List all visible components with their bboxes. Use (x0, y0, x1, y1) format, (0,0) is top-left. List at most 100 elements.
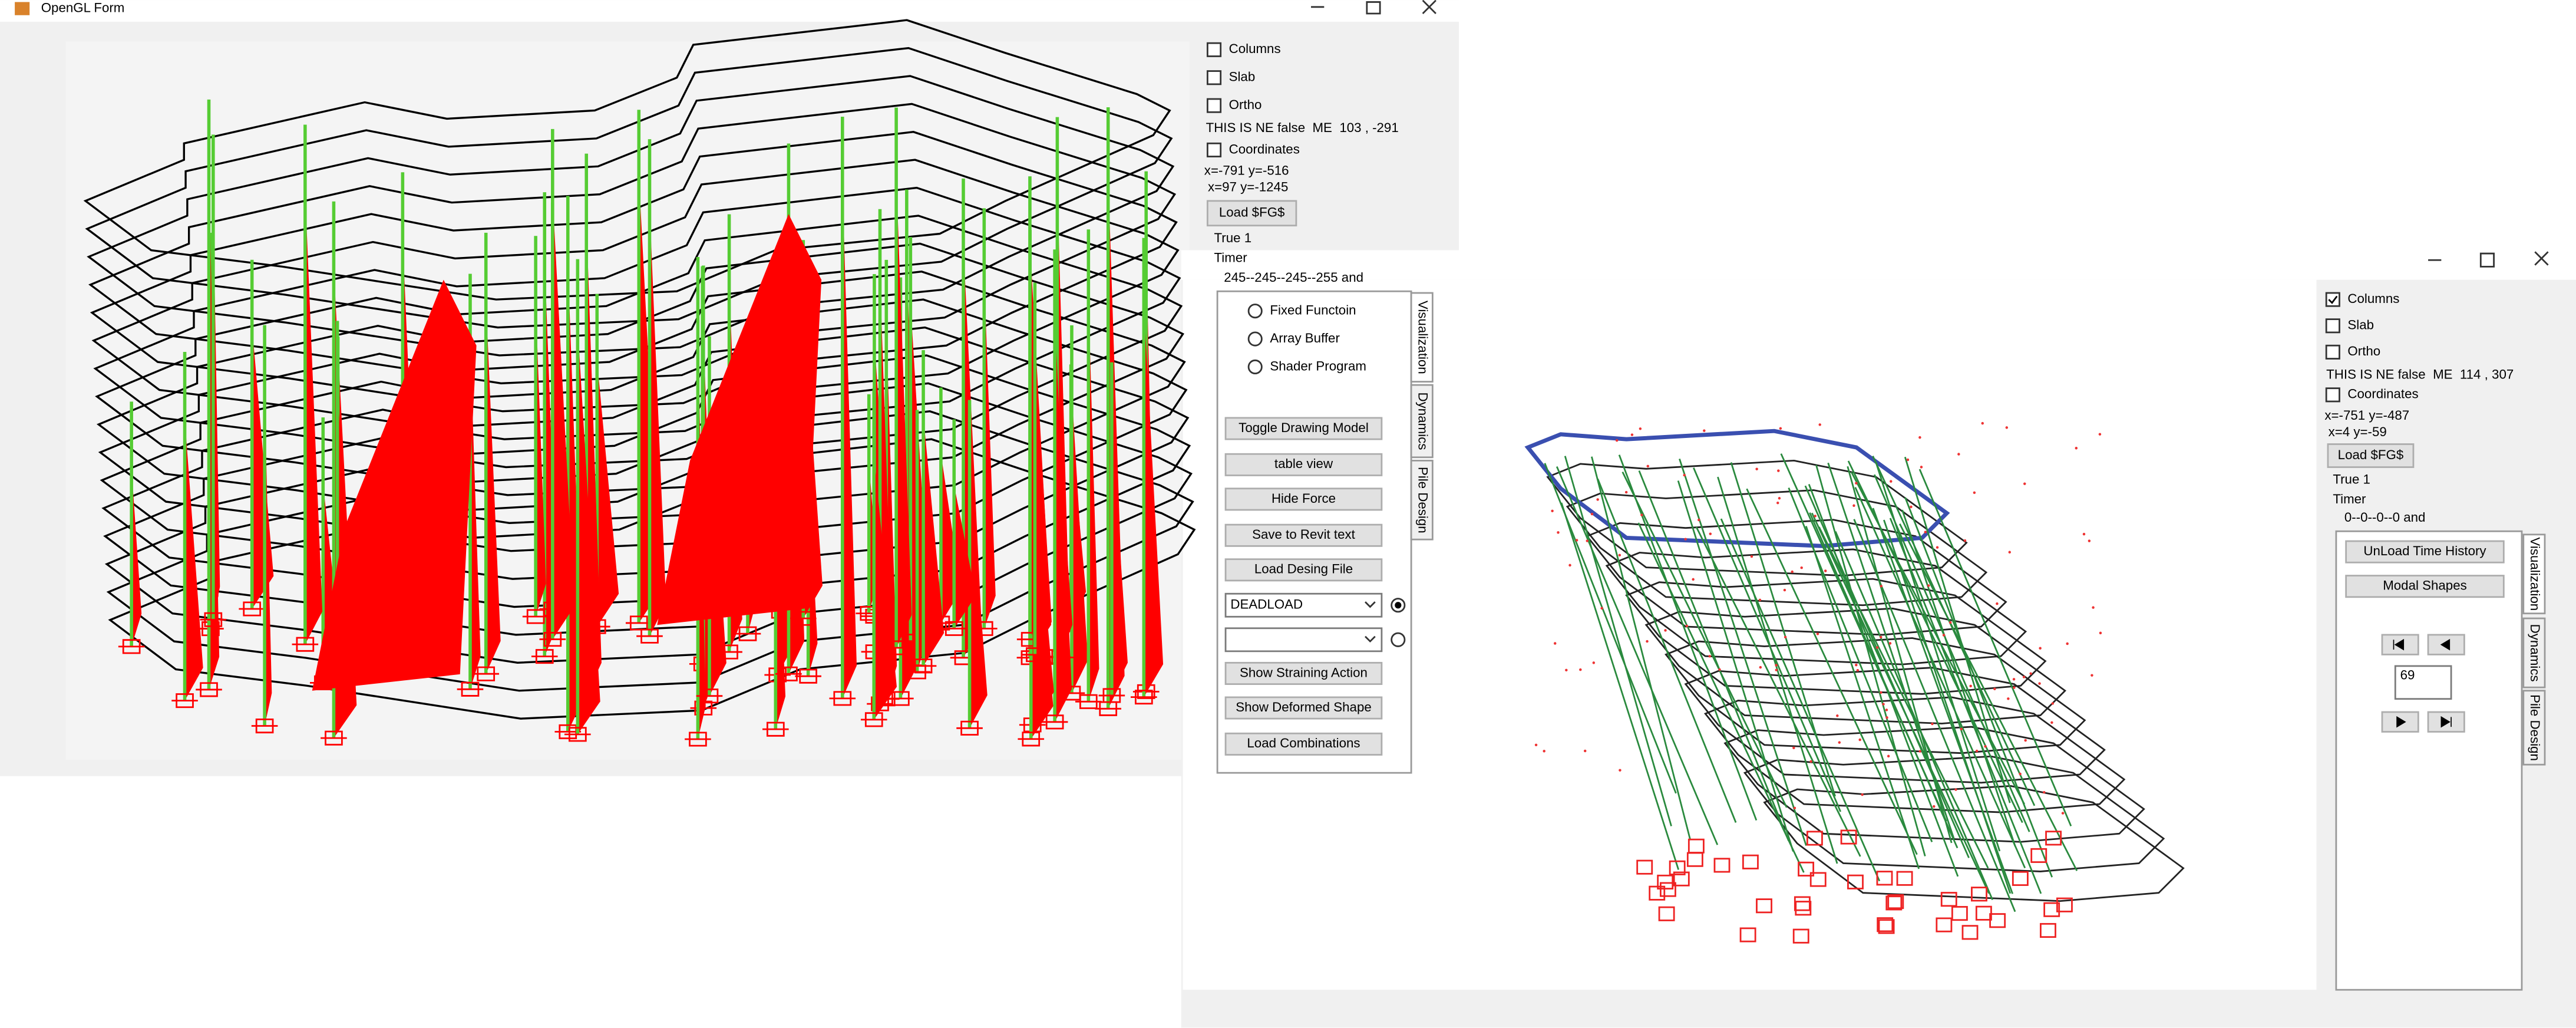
checkbox[interactable] (2325, 387, 2340, 403)
button[interactable] (1224, 453, 1383, 476)
checkbox[interactable] (2325, 344, 2340, 360)
tab[interactable] (2522, 617, 2546, 688)
column (1560, 502, 1680, 870)
support (1989, 913, 2006, 928)
radio-button[interactable] (1391, 632, 1406, 647)
node (1969, 684, 1972, 688)
node (2075, 447, 2078, 450)
button[interactable] (1224, 696, 1383, 720)
button[interactable] (1224, 487, 1383, 511)
node (1784, 635, 1787, 639)
button[interactable] (1224, 661, 1383, 685)
tab-label: Dynamics (2528, 624, 2542, 682)
button[interactable] (2345, 540, 2505, 564)
window-controls-2[interactable] (2428, 251, 2549, 268)
button[interactable] (2327, 443, 2415, 468)
force-diagram (536, 301, 546, 617)
force-diagram (649, 205, 666, 637)
dropdown[interactable] (1224, 592, 1383, 618)
node (1882, 703, 1885, 706)
checkbox[interactable] (2325, 318, 2340, 334)
support (522, 609, 549, 624)
checkbox[interactable] (1206, 70, 1222, 85)
node (2029, 672, 2032, 675)
floor-outline (1566, 489, 1988, 607)
button[interactable] (1224, 732, 1383, 756)
node (1708, 655, 1711, 658)
dropdown[interactable] (1224, 627, 1383, 653)
tab-label: Pile Design (2528, 694, 2542, 761)
column (1805, 526, 1920, 869)
support (1840, 829, 1857, 845)
node (1918, 436, 1921, 439)
support (1971, 887, 1987, 902)
support (1887, 894, 1904, 910)
checkbox[interactable] (2325, 292, 2340, 307)
tab[interactable] (2522, 690, 2546, 766)
force-diagram (252, 325, 274, 609)
support (251, 718, 278, 734)
support (118, 639, 145, 654)
tab[interactable] (1410, 292, 1434, 383)
checkbox-label: Slab (2347, 318, 2374, 332)
button[interactable] (1224, 417, 1383, 440)
button-label: UnLoad Time History (2363, 543, 2486, 558)
checkbox[interactable] (1206, 142, 1222, 157)
node (2092, 606, 2095, 609)
button[interactable] (1206, 200, 1297, 227)
playback-icon (2396, 716, 2406, 728)
radio-button[interactable] (1247, 331, 1263, 347)
support (321, 730, 347, 746)
tab[interactable] (1410, 459, 1434, 541)
node (2099, 631, 2102, 635)
node (1692, 578, 1695, 581)
tab-label: Visualization (1415, 301, 1430, 374)
button[interactable] (1224, 523, 1383, 547)
force-diagram (1111, 428, 1128, 696)
support (1936, 917, 1953, 933)
column (1904, 456, 2011, 803)
node (1814, 515, 1817, 518)
node (2061, 812, 2065, 815)
force-diagram (577, 325, 600, 734)
title-bar-2 (1181, 250, 2576, 280)
button[interactable] (1224, 558, 1383, 582)
tab[interactable] (2522, 533, 2546, 615)
node (1996, 602, 1999, 605)
support (1877, 917, 1894, 933)
node (1793, 806, 1796, 810)
node (1880, 585, 1883, 588)
force-diagram (874, 455, 897, 720)
node (1993, 687, 1996, 691)
support (696, 688, 723, 704)
force-diagram (1055, 315, 1072, 722)
node (2038, 682, 2041, 685)
radio-button[interactable] (1247, 304, 1263, 319)
node (1758, 598, 1762, 602)
node (1759, 665, 1762, 669)
support (1756, 898, 1772, 914)
node (1615, 439, 1619, 442)
node (1856, 668, 1860, 672)
window-controls[interactable] (1311, 0, 1436, 15)
checkbox[interactable] (1206, 98, 1222, 113)
support (2043, 902, 2060, 917)
frame-input[interactable] (2394, 665, 2452, 700)
checkbox[interactable] (1206, 42, 1222, 57)
button-label: Load Combinations (1247, 736, 1360, 750)
button[interactable] (2345, 575, 2505, 598)
node (1885, 716, 1888, 719)
support (1794, 896, 1811, 911)
force-diagram (1035, 348, 1052, 655)
floor-outline (1703, 696, 2126, 813)
column (1808, 484, 1959, 877)
floor-outline (1644, 607, 2066, 724)
tab[interactable] (1410, 384, 1434, 459)
support (1847, 874, 1864, 889)
force-diagram (1088, 295, 1099, 702)
radio-button[interactable] (1247, 359, 1263, 374)
support (685, 732, 711, 747)
node (1910, 505, 1913, 509)
node (1646, 640, 1649, 643)
column (1693, 467, 1842, 812)
